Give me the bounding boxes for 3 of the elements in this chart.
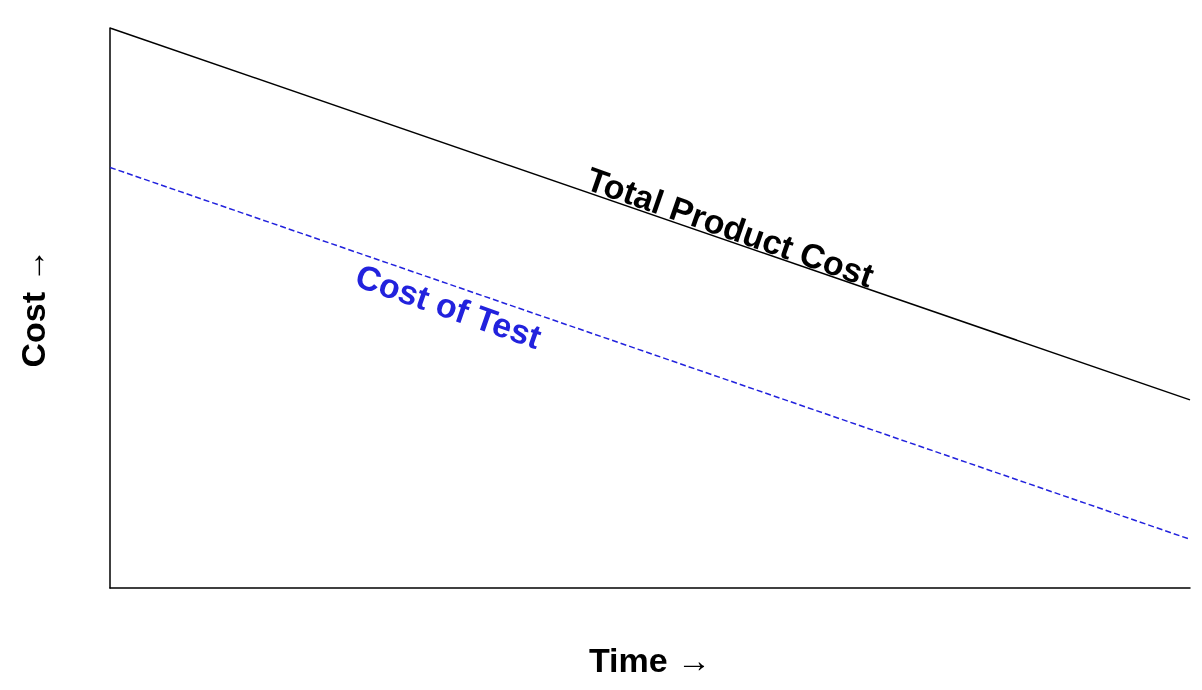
y-axis-title: Cost → bbox=[14, 248, 52, 368]
x-axis-title: Time → bbox=[588, 641, 712, 679]
text: Cost of Test bbox=[350, 256, 547, 356]
